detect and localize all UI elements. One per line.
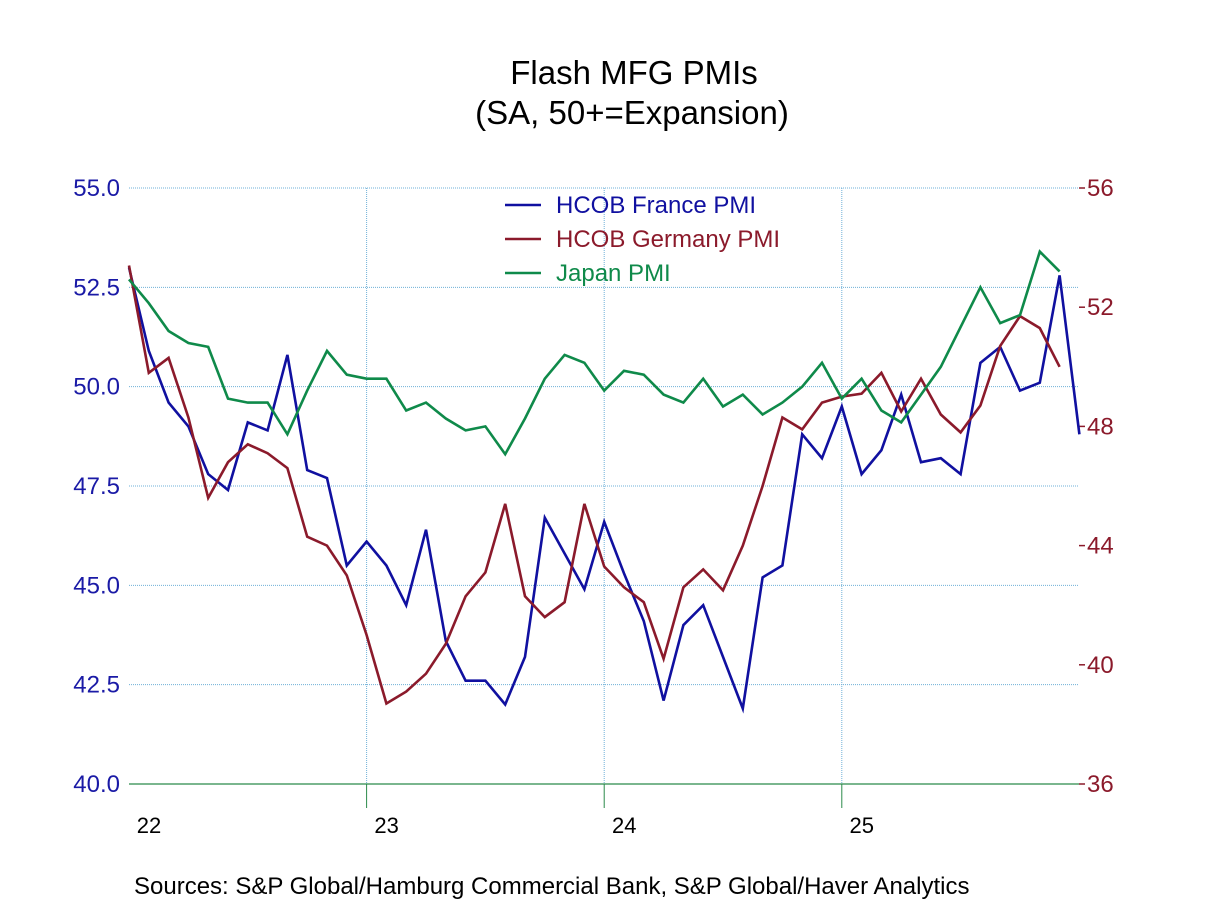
- legend-label-hcob-france-pmi: HCOB France PMI: [556, 192, 756, 219]
- right-axis-tick-label: 44: [1087, 533, 1114, 560]
- legend-label-japan-pmi: Japan PMI: [556, 260, 671, 287]
- left-axis-tick-label: 50.0: [73, 374, 120, 401]
- x-axis-tick-label: 22: [137, 813, 161, 838]
- chart-title: Flash MFG PMIs: [510, 54, 758, 91]
- chart-subtitle: (SA, 50+=Expansion): [475, 94, 789, 131]
- left-axis-tick-label: 42.5: [73, 672, 120, 699]
- right-axis-tick-label: 56: [1087, 175, 1114, 202]
- source-note: Sources: S&P Global/Hamburg Commercial B…: [134, 873, 969, 900]
- gridlines: [129, 187, 1079, 784]
- chart-title-group: Flash MFG PMIs (SA, 50+=Expansion): [475, 54, 789, 131]
- left-axis-tick-label: 40.0: [73, 771, 120, 798]
- series-lines: [127, 249, 1081, 714]
- right-axis-tick-label: 40: [1087, 652, 1114, 679]
- axes: 55.0 52.5 50.0 47.5 45.0 42.5 40.0 56 52 48 44 40 36…: [73, 175, 1113, 838]
- right-axis-tick-label: 48: [1087, 413, 1114, 440]
- left-axis-tick-label: 52.5: [73, 274, 120, 301]
- legend-label-hcob-germany-pmi: HCOB Germany PMI: [556, 226, 780, 253]
- x-axis-tick-label: 24: [612, 813, 636, 838]
- series-line-japan-pmi: [128, 249, 1061, 457]
- legend: HCOB France PMI HCOB Germany PMI Japan PMI: [505, 192, 780, 287]
- series-line-hcob-france-pmi: [127, 267, 1081, 714]
- right-axis-tick-label: 36: [1087, 771, 1114, 798]
- x-axis-tick-label: 25: [850, 813, 874, 838]
- series-line-hcob-germany-pmi: [127, 265, 1061, 706]
- left-axis-tick-label: 45.0: [73, 572, 120, 599]
- x-axis-tick-label: 23: [374, 813, 398, 838]
- left-axis-tick-label: 55.0: [73, 175, 120, 202]
- left-axis-tick-label: 47.5: [73, 473, 120, 500]
- right-axis-tick-label: 52: [1087, 294, 1114, 321]
